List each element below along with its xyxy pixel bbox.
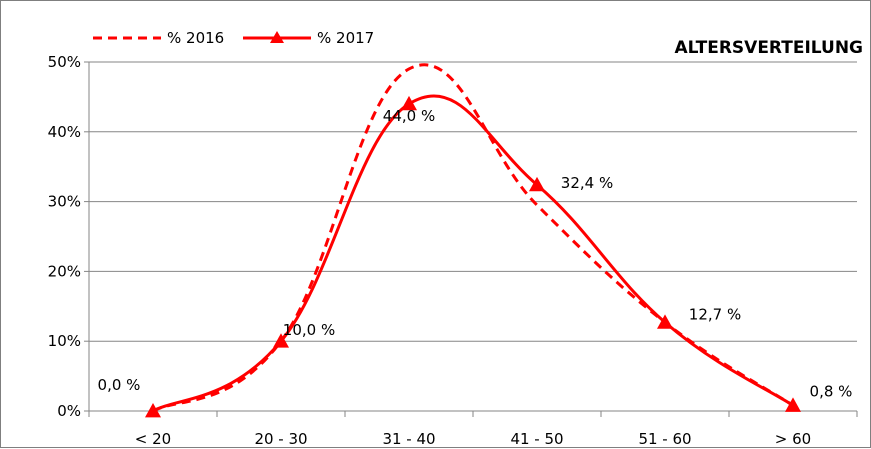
y-tick-label: 30% xyxy=(48,193,81,211)
data-label: 12,7 % xyxy=(689,305,741,323)
legend-label-2016: % 2016 xyxy=(167,29,224,47)
axes: 0% 10% 20% 30% 40% 50% < 20 20 - 30 31 - 40 41 - … xyxy=(48,53,858,448)
legend: % 2016 % 2017 xyxy=(93,29,374,47)
y-tick-label: 40% xyxy=(48,123,81,141)
y-tick-label: 50% xyxy=(48,53,81,71)
series-line-2017 xyxy=(152,94,794,413)
data-point-triangle xyxy=(401,95,417,111)
x-tick-label: 20 - 30 xyxy=(254,430,307,448)
data-label: 0,8 % xyxy=(810,382,853,400)
data-label: 44,0 % xyxy=(383,107,435,125)
data-label: 10,0 % xyxy=(283,321,335,339)
x-tick-label: 51 - 60 xyxy=(638,430,691,448)
y-tick-label: 10% xyxy=(48,332,81,350)
data-point-triangle xyxy=(657,314,673,329)
x-tick-label: > 60 xyxy=(775,430,811,448)
series-lines xyxy=(152,63,794,413)
x-tick-label: 31 - 40 xyxy=(382,430,435,448)
chart-title: ALTERSVERTEILUNG xyxy=(674,38,863,58)
series-markers xyxy=(145,95,801,418)
x-tick-label: 41 - 50 xyxy=(510,430,563,448)
data-label: 32,4 % xyxy=(561,174,613,192)
data-labels: 0,0 % 10,0 % 44,0 % 32,4 % 12,7 % 0,8 % xyxy=(98,107,853,401)
data-label: 0,0 % xyxy=(98,376,141,394)
data-point-triangle xyxy=(273,333,289,348)
x-tick-label: < 20 xyxy=(135,430,171,448)
legend-marker-triangle-icon xyxy=(270,31,284,43)
data-point-triangle xyxy=(785,397,801,412)
data-point-triangle xyxy=(529,176,545,192)
y-tick-label: 0% xyxy=(57,402,81,420)
legend-label-2017: % 2017 xyxy=(317,29,374,47)
y-tick-label: 20% xyxy=(48,262,81,280)
data-point-triangle xyxy=(145,403,161,418)
